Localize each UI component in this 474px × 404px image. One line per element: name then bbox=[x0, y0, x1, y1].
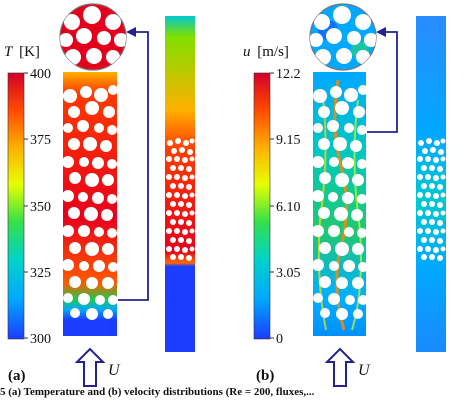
leader-line-b bbox=[367, 31, 398, 133]
flow-symbol-b: U bbox=[358, 362, 371, 379]
leader-arrowhead-b bbox=[376, 27, 386, 37]
tick-b-4: 0 bbox=[276, 332, 283, 347]
particles-velocity-slim bbox=[417, 138, 446, 261]
figure-caption: 5 (a) Temperature and (b) velocity distr… bbox=[0, 386, 315, 398]
tick-a-2: 350 bbox=[30, 200, 51, 215]
tick-a-1: 375 bbox=[30, 133, 51, 148]
tick-b-3: 3.05 bbox=[276, 266, 301, 281]
flow-arrow-a bbox=[74, 347, 106, 387]
panel-a-label: (a) bbox=[8, 368, 26, 384]
colorbar-b-ticks bbox=[270, 72, 274, 339]
colorbar-a-ticks bbox=[24, 72, 28, 339]
particles-temperature-slim bbox=[166, 138, 195, 261]
tick-a-0: 400 bbox=[30, 67, 51, 82]
tick-a-4: 300 bbox=[30, 332, 51, 347]
flow-arrow-b bbox=[324, 347, 356, 387]
tick-a-3: 325 bbox=[30, 266, 51, 281]
particles-temperature-main bbox=[63, 85, 117, 320]
colorbar-a bbox=[7, 72, 25, 340]
flow-symbol-a: U bbox=[108, 362, 121, 379]
panel-b-variable: u bbox=[243, 44, 251, 60]
tick-b-2: 6.10 bbox=[276, 200, 301, 215]
panel-b: u [m/s] 12.2 9.15 6.10 3.05 0 bbox=[243, 3, 446, 387]
panel-b-unit: [m/s] bbox=[257, 44, 289, 60]
panel-a-variable: T bbox=[4, 44, 14, 60]
tick-b-1: 9.15 bbox=[276, 133, 301, 148]
leader-line-a bbox=[118, 31, 149, 301]
colorbar-b bbox=[253, 72, 271, 340]
tick-b-0: 12.2 bbox=[276, 67, 301, 82]
panel-b-label: (b) bbox=[256, 368, 274, 384]
leader-arrowhead-a bbox=[126, 27, 136, 37]
particles-velocity-main bbox=[313, 85, 366, 320]
svg-text:T [K]: T [K] bbox=[4, 44, 40, 60]
panel-a-unit: [K] bbox=[19, 44, 40, 60]
panel-a: T [K] 400 375 350 325 300 bbox=[4, 3, 195, 387]
svg-text:u [m/s]: u [m/s] bbox=[243, 44, 289, 60]
